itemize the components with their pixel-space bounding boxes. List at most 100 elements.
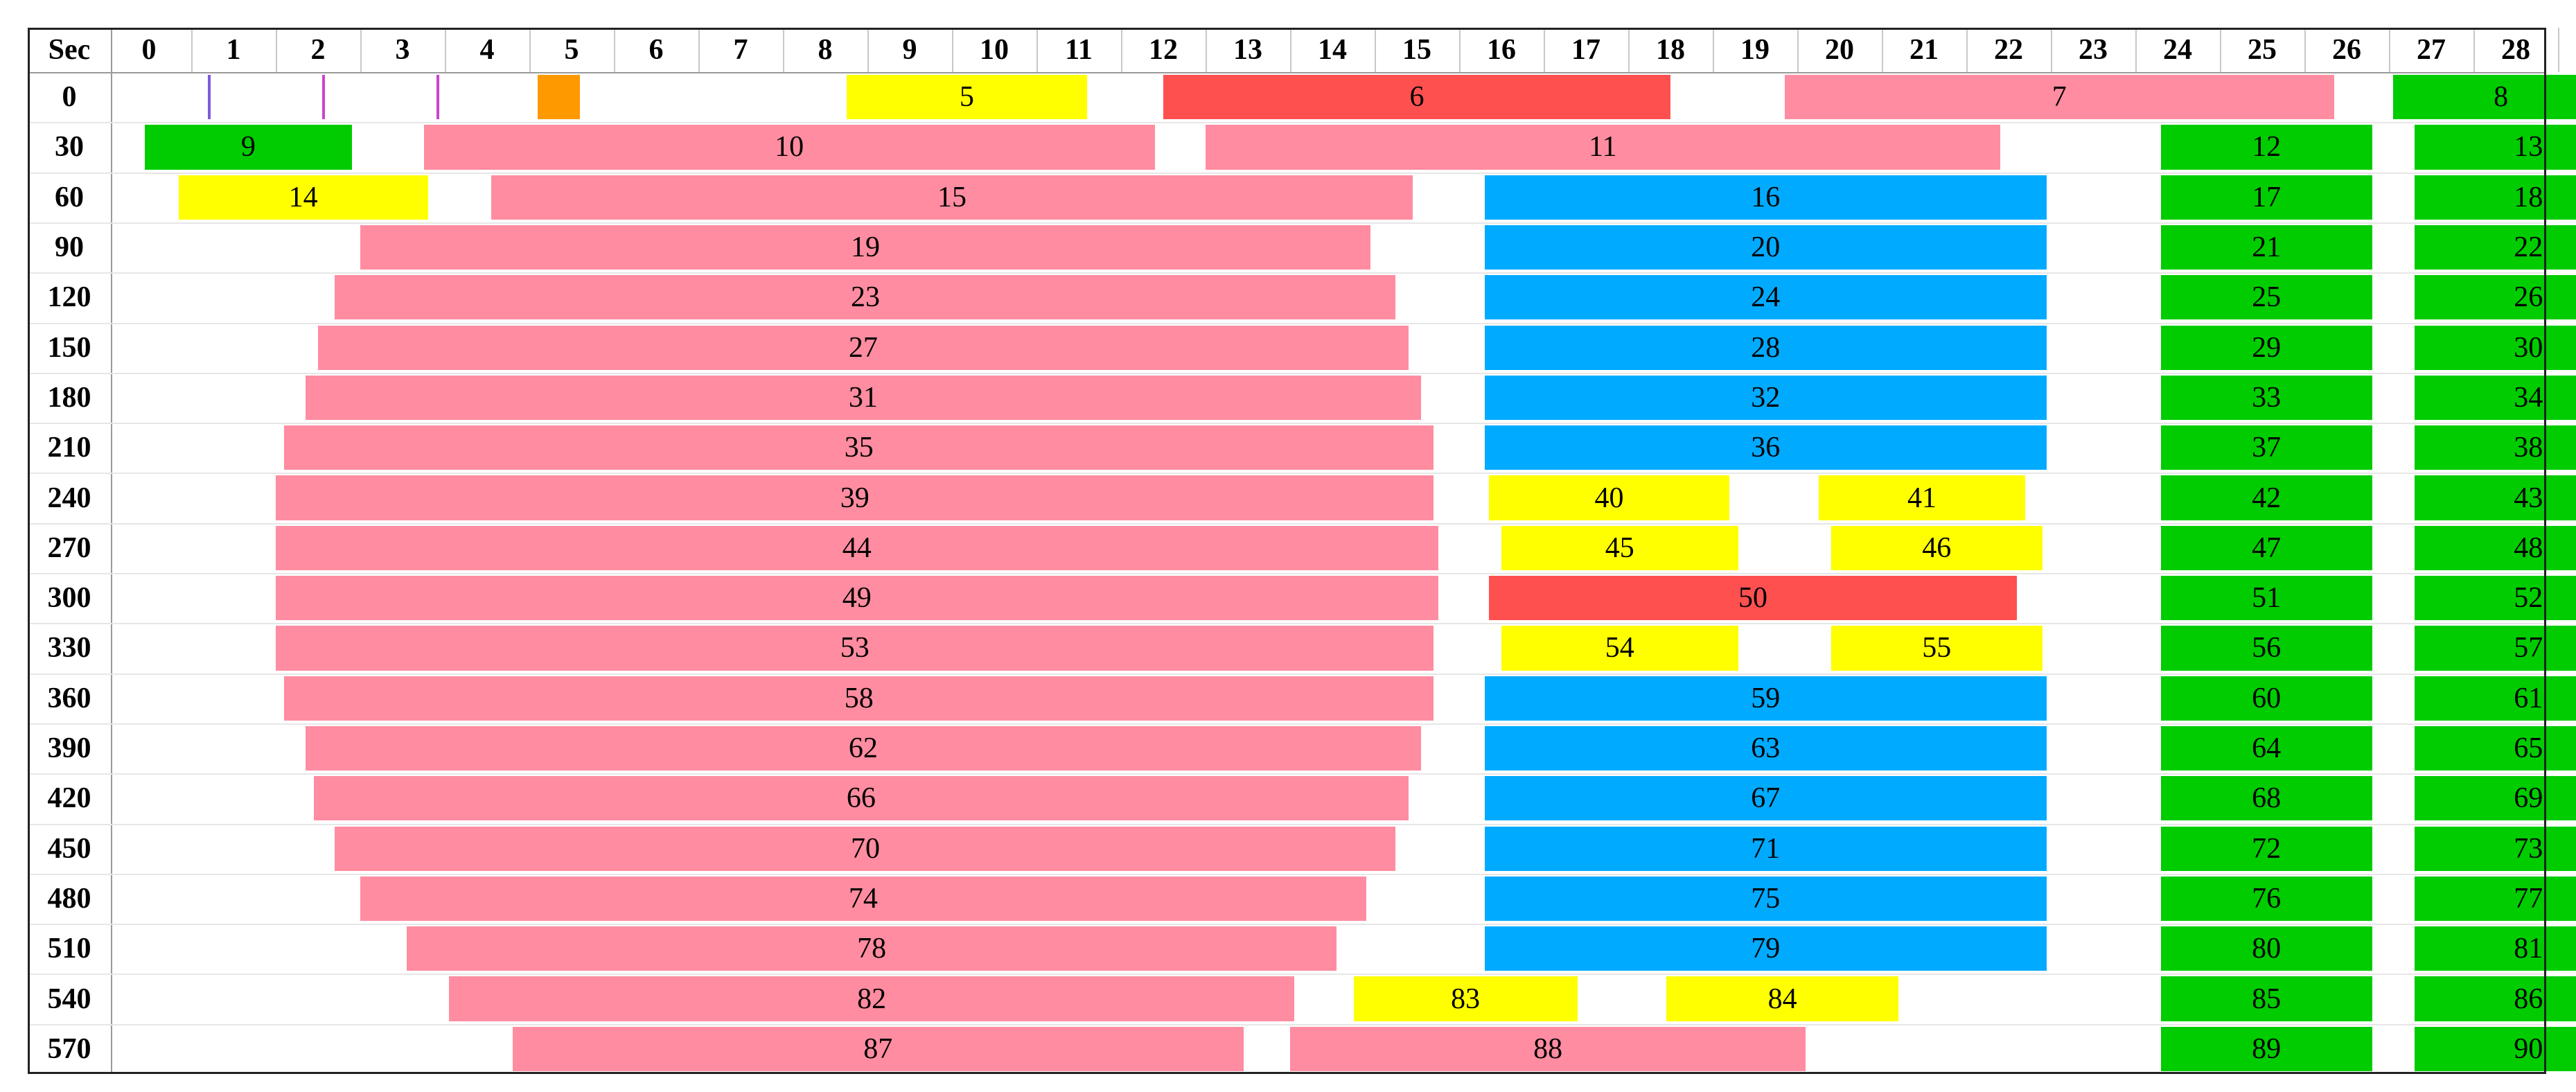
row-label: 510 xyxy=(47,933,91,965)
row-separator xyxy=(28,873,2546,875)
column-header: 6 xyxy=(649,34,664,66)
row-label: 150 xyxy=(47,331,91,364)
header-separator xyxy=(1544,28,1545,72)
row-separator xyxy=(28,623,2546,625)
bar-block: 70 xyxy=(335,826,1396,871)
bar-block: 27 xyxy=(318,325,1409,370)
row-label: 120 xyxy=(47,281,91,314)
bar-block: 77 xyxy=(2414,876,2576,922)
bar-block: 15 xyxy=(491,175,1413,220)
bar-block: 82 xyxy=(449,976,1295,1021)
header-separator xyxy=(445,28,446,72)
bar-block: 55 xyxy=(1830,626,2043,671)
row-label: 60 xyxy=(55,181,84,213)
bar-block: 13 xyxy=(2414,125,2576,170)
bar-block: 86 xyxy=(2414,976,2576,1021)
bar-block: 54 xyxy=(1501,626,1738,671)
bar-block: 58 xyxy=(284,676,1434,721)
row-label: 210 xyxy=(47,432,91,464)
column-header: 25 xyxy=(2248,34,2277,66)
header-separator xyxy=(867,28,869,72)
row-separator xyxy=(28,423,2546,425)
bar-block: 35 xyxy=(284,425,1434,470)
bar-block: 71 xyxy=(1484,826,2047,871)
bar-block: 10 xyxy=(423,125,1155,170)
bar-block: 83 xyxy=(1353,976,1578,1021)
corner-label: Sec xyxy=(48,34,91,66)
column-header: 8 xyxy=(818,34,833,66)
row-label: 180 xyxy=(47,381,91,414)
bar-block: 31 xyxy=(305,375,1422,421)
header-separator xyxy=(191,28,193,72)
header-separator xyxy=(1290,28,1291,72)
column-header: 23 xyxy=(2079,34,2108,66)
bar-block: 11 xyxy=(1206,125,2000,170)
bar-block: 75 xyxy=(1484,876,2047,922)
column-header: 12 xyxy=(1149,34,1178,66)
header-separator xyxy=(2220,28,2221,72)
header-separator xyxy=(614,28,615,72)
column-header: 16 xyxy=(1487,34,1516,66)
row-label-divider xyxy=(111,28,112,1074)
row-separator xyxy=(28,1023,2546,1025)
column-header: 22 xyxy=(1994,34,2023,66)
bar-block: 14 xyxy=(178,175,428,220)
bar-block: 32 xyxy=(1484,375,2047,421)
bar-block: 87 xyxy=(512,1026,1244,1071)
bar-block: 73 xyxy=(2414,826,2576,871)
header-separator xyxy=(1375,28,1376,72)
row-label: 0 xyxy=(62,81,77,114)
column-header: 4 xyxy=(479,34,495,66)
header-separator xyxy=(1713,28,1714,72)
bar-block: 44 xyxy=(276,525,1438,570)
bar-block: 66 xyxy=(313,776,1409,821)
bar-block: 36 xyxy=(1484,425,2047,470)
bar-block: 61 xyxy=(2414,676,2576,721)
row-separator xyxy=(28,723,2546,725)
bar-block: 76 xyxy=(2160,876,2372,922)
row-label: 360 xyxy=(47,682,91,714)
row-label: 450 xyxy=(47,832,91,865)
bar-block: 88 xyxy=(1290,1026,1806,1071)
bar-block: 34 xyxy=(2414,375,2576,421)
bar-block: 79 xyxy=(1484,926,2047,971)
event-tick-mark xyxy=(322,75,326,120)
header-separator xyxy=(1459,28,1461,72)
bar-block: 33 xyxy=(2160,375,2372,421)
bar-block: 78 xyxy=(407,926,1337,971)
event-tick-mark xyxy=(208,75,211,120)
column-header: 7 xyxy=(733,34,748,66)
bar-block: 29 xyxy=(2160,325,2372,370)
bar-block: 63 xyxy=(1484,725,2047,771)
bar-block: 53 xyxy=(276,626,1434,671)
column-header: 11 xyxy=(1065,34,1093,66)
column-header: 14 xyxy=(1318,34,1347,66)
header-separator xyxy=(2051,28,2052,72)
bar-block: 56 xyxy=(2160,626,2372,671)
row-label: 240 xyxy=(47,482,91,514)
bar-block: 72 xyxy=(2160,826,2372,871)
column-header: 0 xyxy=(141,34,157,66)
column-header: 5 xyxy=(564,34,579,66)
bar-block: 28 xyxy=(1484,325,2047,370)
column-header: 18 xyxy=(1656,34,1685,66)
bar-block: 37 xyxy=(2160,425,2372,470)
bar-block: 48 xyxy=(2414,525,2576,570)
bar-block: 23 xyxy=(335,275,1396,320)
bar-block: 67 xyxy=(1484,776,2047,821)
bar-block: 6 xyxy=(1163,75,1670,120)
grid-border xyxy=(28,28,2546,1074)
bar-block: 19 xyxy=(360,224,1370,270)
header-separator xyxy=(1797,28,1799,72)
bar-block: 68 xyxy=(2160,776,2372,821)
bar-block: 50 xyxy=(1488,576,2018,621)
bar-block: 85 xyxy=(2160,976,2372,1021)
bar-block: 38 xyxy=(2414,425,2576,470)
row-label: 390 xyxy=(47,732,91,765)
row-separator xyxy=(28,773,2546,775)
row-label: 480 xyxy=(47,882,91,915)
row-label: 90 xyxy=(55,231,84,264)
header-separator xyxy=(2135,28,2137,72)
row-label: 540 xyxy=(47,983,91,1015)
